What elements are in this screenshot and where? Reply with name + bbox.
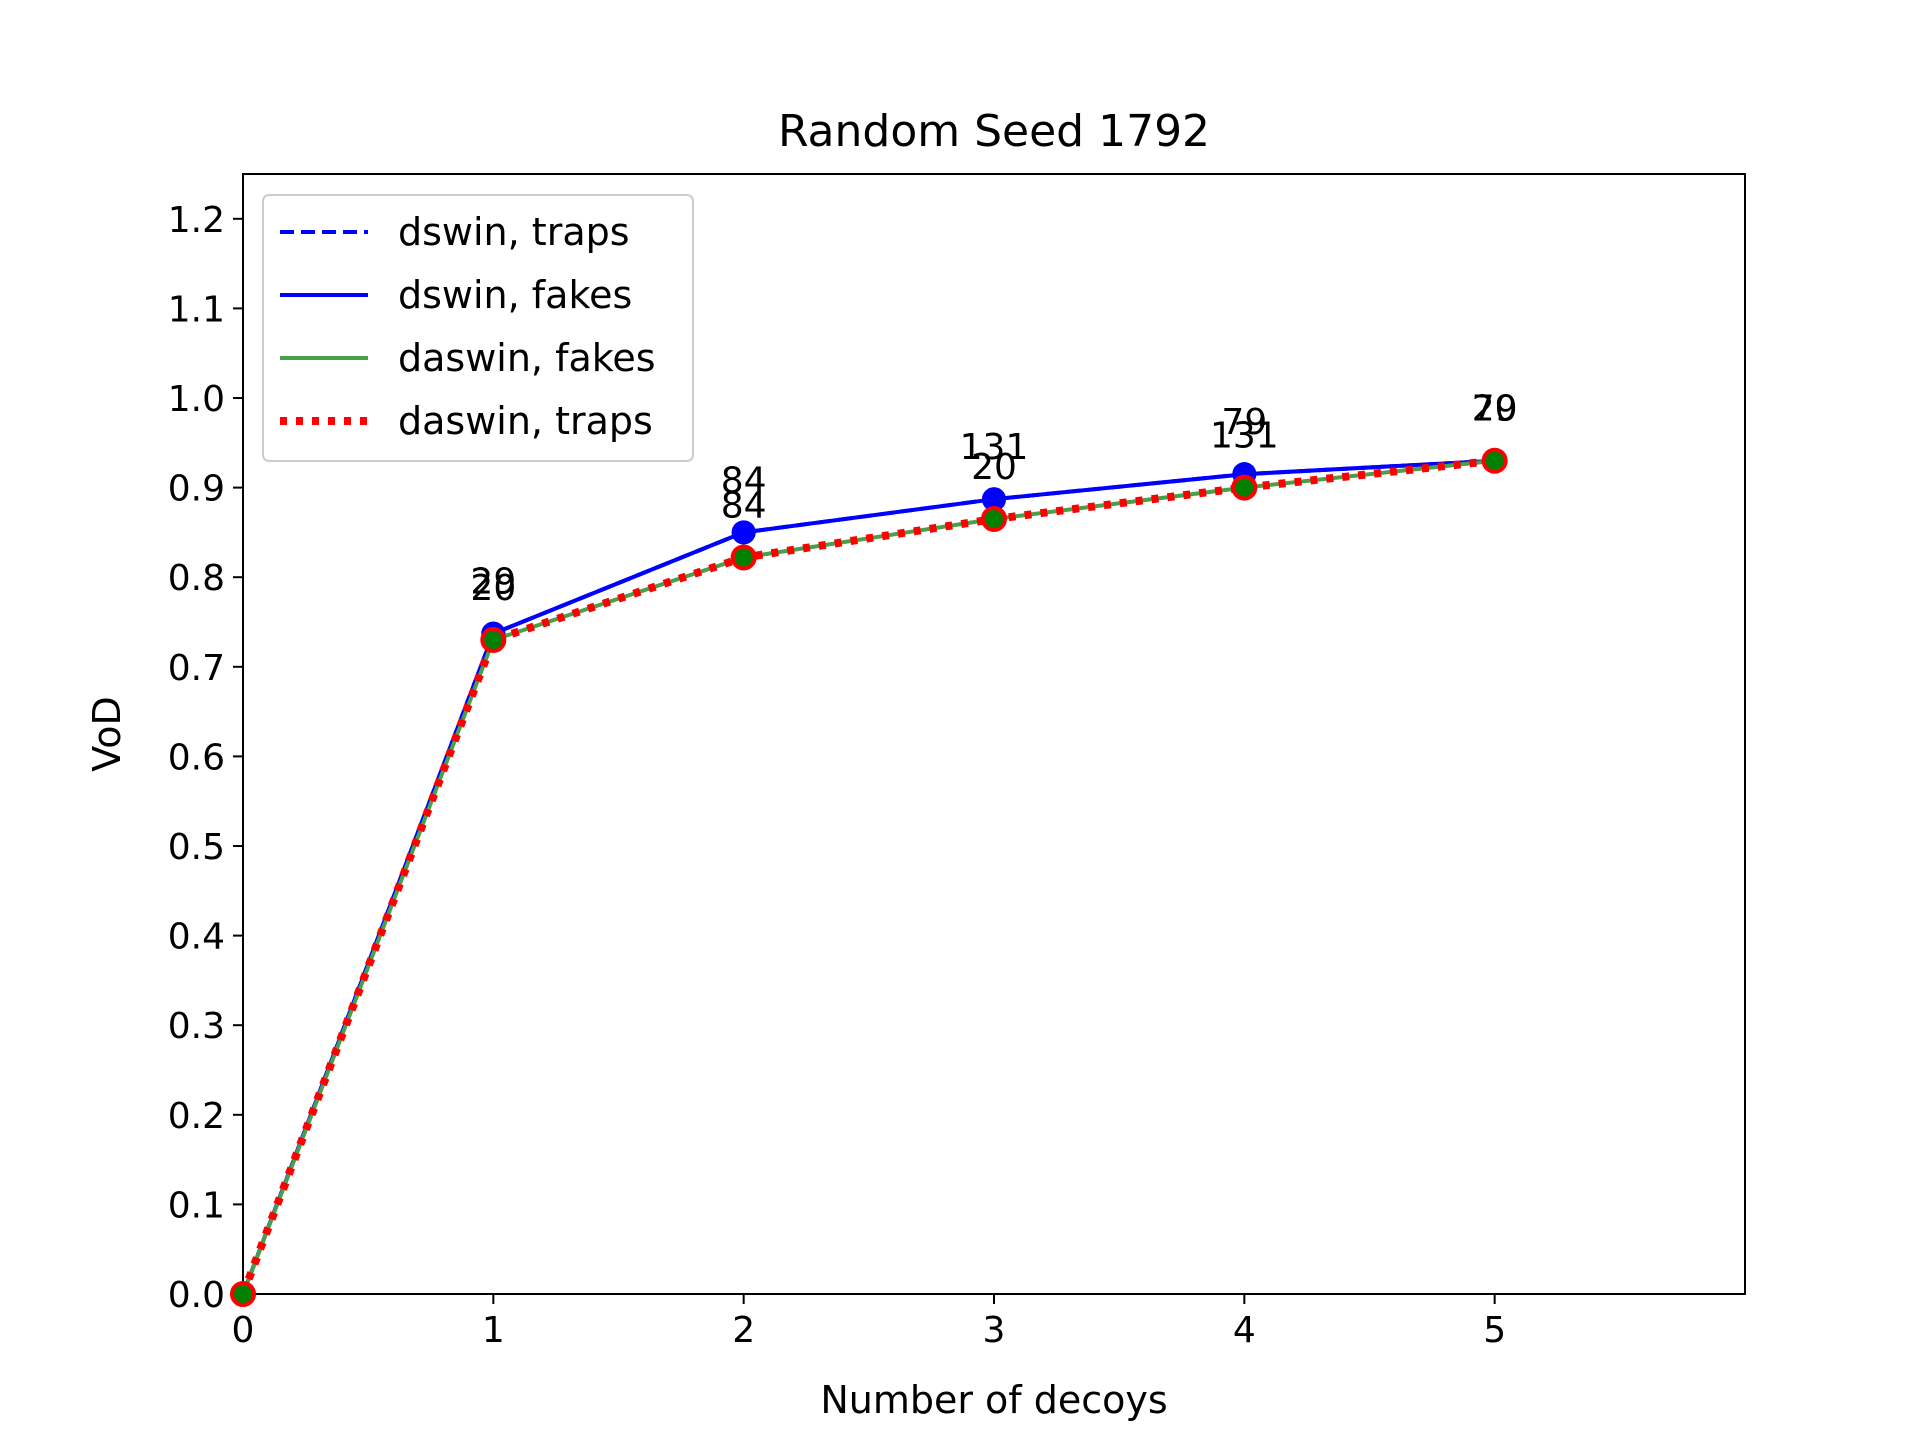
x-tick-label: 3 <box>983 1310 1006 1351</box>
series-layer <box>230 447 1508 1307</box>
series-point-3-2 <box>730 544 757 571</box>
series-point-2-5 <box>1482 448 1507 473</box>
series-point-2-3 <box>982 506 1006 531</box>
y-axis: 0.0 0.1 0.2 0.3 0.4 0.5 0.6 0.7 0.8 0.9 1.0 1.1 1.2 <box>168 200 243 1316</box>
y-axis-title: VoD <box>85 696 129 772</box>
point-label: 131 <box>960 427 1029 468</box>
y-tick-label: 0.0 <box>168 1275 225 1316</box>
point-label: 29 <box>470 562 516 603</box>
x-tick-label: 2 <box>732 1310 755 1351</box>
series-line-3 <box>239 456 1496 1296</box>
x-axis: 0 1 2 3 4 5 <box>232 1294 1506 1351</box>
series-point-1-2 <box>731 520 756 545</box>
series-point-3-5 <box>1481 447 1508 474</box>
x-tick-label: 5 <box>1483 1310 1506 1351</box>
y-tick-label: 1.1 <box>168 289 225 330</box>
legend-label-2: daswin, fakes <box>398 336 656 380</box>
y-tick-label: 0.7 <box>168 648 225 689</box>
legend-label-0: dswin, traps <box>398 210 630 254</box>
legend: dswin, traps dswin, fakes daswin, fakes das… <box>262 194 694 462</box>
point-label: 20 <box>1472 389 1518 430</box>
point-label: 84 <box>721 460 767 501</box>
point-label: 79 <box>1221 402 1267 443</box>
series-point-3-1 <box>480 626 507 653</box>
series-point-1-3 <box>982 487 1006 512</box>
point-label: 20 <box>971 447 1017 488</box>
chart-title: Random Seed 1792 <box>778 106 1210 157</box>
x-tick-label: 4 <box>1233 1310 1256 1351</box>
point-label: 20 <box>470 568 516 609</box>
series-point-3-3 <box>981 505 1007 532</box>
y-tick-label: 1.0 <box>168 379 225 420</box>
point-label: 84 <box>721 485 767 526</box>
series-point-2-4 <box>1232 475 1257 500</box>
point-label: 79 <box>1472 389 1518 430</box>
y-tick-label: 0.1 <box>168 1185 225 1226</box>
x-tick-label: 1 <box>482 1310 505 1351</box>
point-label: 131 <box>1210 416 1279 457</box>
y-tick-label: 0.9 <box>168 469 225 510</box>
y-tick-label: 0.8 <box>168 558 225 599</box>
y-tick-label: 0.3 <box>168 1006 225 1047</box>
x-axis-title: Number of decoys <box>820 1378 1167 1422</box>
legend-label-3: daswin, traps <box>398 399 653 443</box>
y-tick-label: 1.2 <box>168 200 225 241</box>
y-tick-label: 0.5 <box>168 827 225 868</box>
y-tick-label: 0.2 <box>168 1096 225 1137</box>
legend-box <box>262 194 694 462</box>
series-point-2-0 <box>231 1282 255 1306</box>
y-tick-label: 0.6 <box>168 737 225 778</box>
series-point-2-2 <box>731 545 756 570</box>
series-point-3-4 <box>1231 474 1258 501</box>
legend-label-1: dswin, fakes <box>398 273 632 317</box>
y-tick-label: 0.4 <box>168 917 225 958</box>
series-point-3-0 <box>230 1281 256 1307</box>
series-point-2-1 <box>481 627 506 652</box>
x-tick-label: 0 <box>232 1310 255 1351</box>
